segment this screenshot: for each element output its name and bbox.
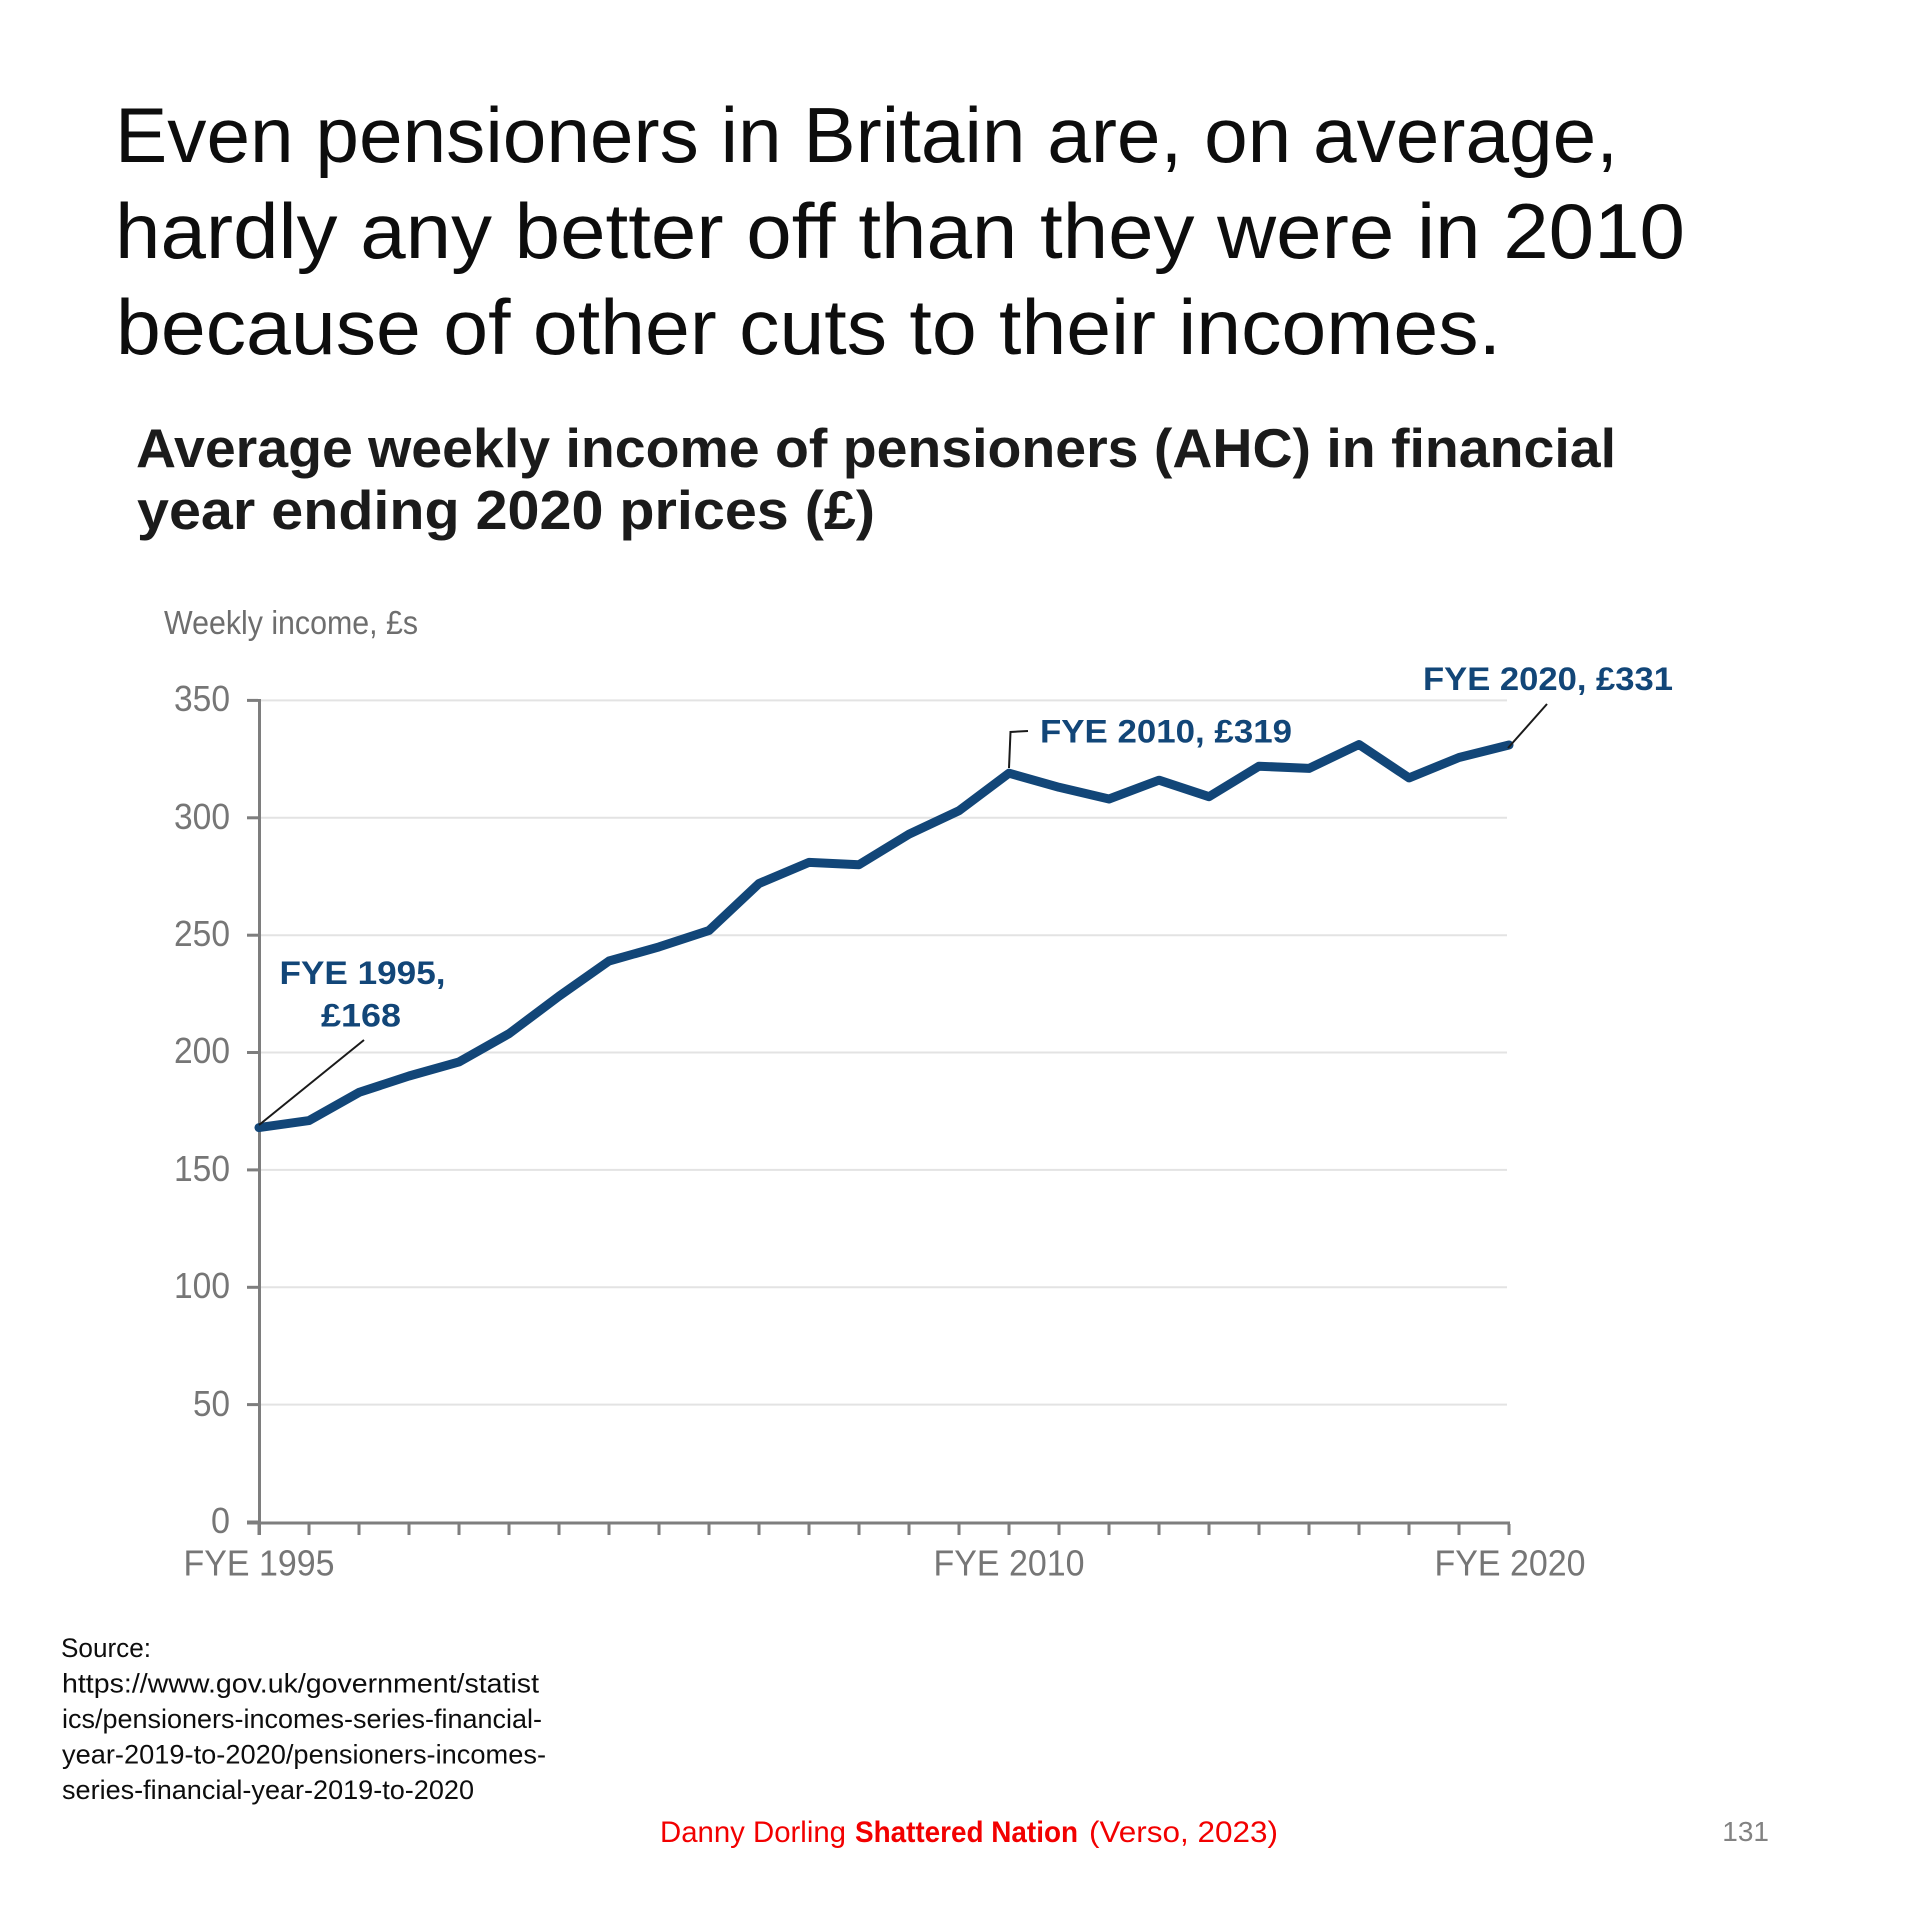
svg-text:Source:: Source: (61, 1633, 151, 1663)
svg-text:Shattered Nation: Shattered Nation (855, 1816, 1078, 1849)
svg-text:FYE 2020, £331: FYE 2020, £331 (1423, 661, 1673, 697)
svg-text:Weekly income, £s: Weekly income, £s (164, 604, 418, 641)
svg-text:150: 150 (174, 1148, 230, 1189)
svg-text:350: 350 (174, 678, 230, 719)
svg-text:FYE 2020: FYE 2020 (1435, 1543, 1586, 1584)
svg-text:https://www.gov.uk/government/: https://www.gov.uk/government/statist (62, 1669, 540, 1699)
svg-text:(Verso, 2023): (Verso, 2023) (1089, 1816, 1278, 1849)
svg-text:year-2019-to-2020/pensioners-i: year-2019-to-2020/pensioners-incomes- (62, 1740, 546, 1770)
svg-text:Average weekly income of pensi: Average weekly income of pensioners (AHC… (136, 417, 1616, 479)
svg-text:hardly any better off than the: hardly any better off than they were in … (115, 187, 1685, 275)
svg-text:131: 131 (1722, 1816, 1769, 1847)
svg-text:FYE 2010: FYE 2010 (934, 1543, 1085, 1584)
svg-text:Even pensioners in Britain are: Even pensioners in Britain are, on avera… (115, 91, 1618, 179)
svg-text:£168: £168 (321, 998, 401, 1034)
svg-text:0: 0 (211, 1500, 230, 1541)
svg-text:because of other cuts to their: because of other cuts to their incomes. (116, 283, 1501, 371)
svg-text:series-financial-year-2019-to-: series-financial-year-2019-to-2020 (62, 1775, 474, 1805)
svg-text:FYE 2010, £319: FYE 2010, £319 (1040, 714, 1292, 750)
svg-text:FYE 1995,: FYE 1995, (280, 955, 446, 991)
svg-text:200: 200 (174, 1030, 230, 1071)
svg-text:300: 300 (174, 796, 230, 837)
svg-text:FYE 1995: FYE 1995 (184, 1543, 335, 1584)
svg-text:year ending 2020 prices (£): year ending 2020 prices (£) (137, 479, 875, 541)
svg-text:50: 50 (193, 1383, 230, 1424)
svg-text:ics/pensioners-incomes-series-: ics/pensioners-incomes-series-financial- (62, 1704, 542, 1734)
svg-text:250: 250 (174, 913, 230, 954)
svg-text:Danny Dorling: Danny Dorling (660, 1816, 846, 1849)
svg-text:100: 100 (174, 1265, 230, 1306)
